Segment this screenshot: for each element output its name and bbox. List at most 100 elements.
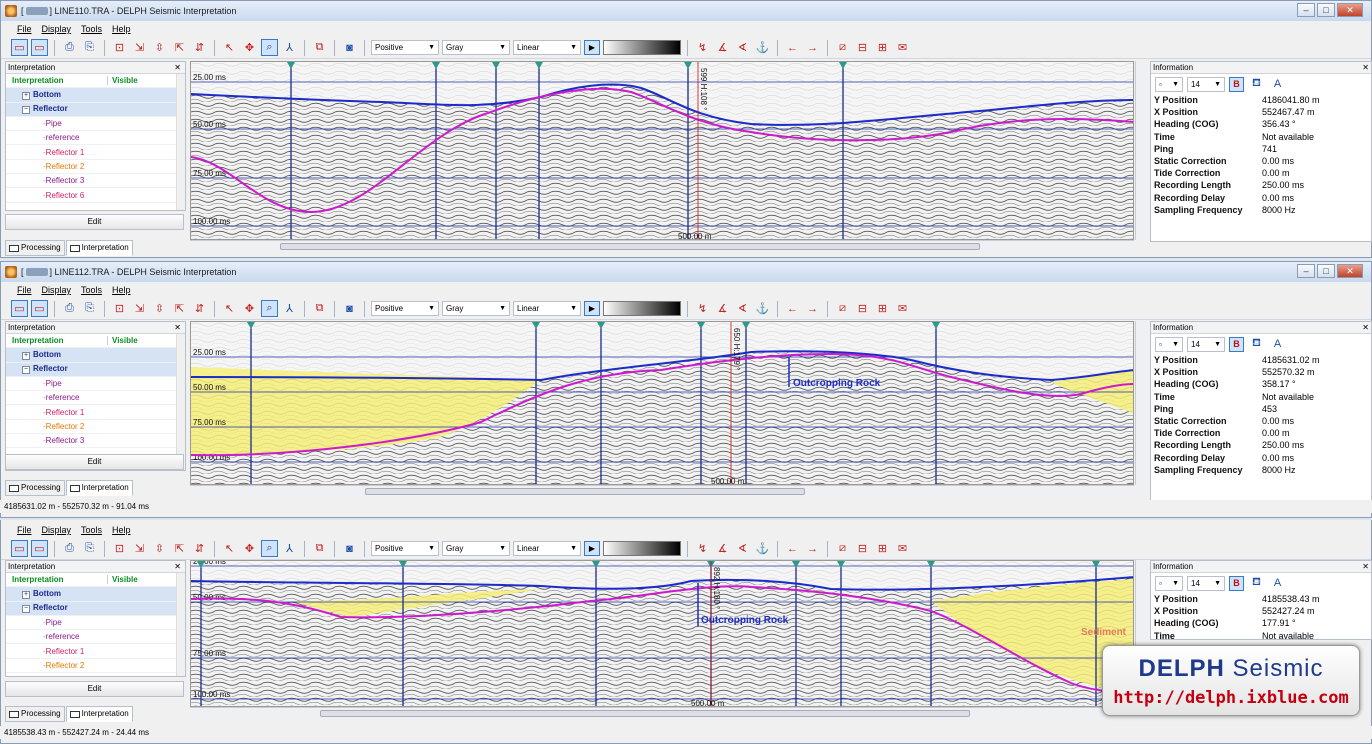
close-icon[interactable]: ✕ bbox=[1362, 323, 1369, 332]
tree-scrollbar[interactable] bbox=[176, 74, 185, 210]
zoom-icon[interactable]: ⌕ bbox=[261, 300, 278, 317]
invert-palette-icon[interactable]: ▶ bbox=[584, 40, 600, 55]
print-icon[interactable]: ⎙ bbox=[65, 302, 74, 314]
style-select[interactable]: ▫ ▼ bbox=[1155, 336, 1183, 352]
tab-processing[interactable]: Processing bbox=[5, 240, 65, 256]
split-icon[interactable]: ⧉ bbox=[315, 542, 324, 554]
menu-display[interactable]: Display bbox=[41, 525, 72, 535]
ruler-icon[interactable]: ⊟ bbox=[857, 303, 868, 315]
delete-horizon-icon[interactable]: ∢ bbox=[737, 543, 748, 555]
maximize-button[interactable]: □ bbox=[1317, 3, 1335, 17]
invert-palette-icon[interactable]: ▶ bbox=[584, 301, 600, 316]
palette-select[interactable]: Gray ▼ bbox=[442, 541, 510, 556]
horizontal-scrollbar[interactable] bbox=[190, 707, 1134, 719]
pointer-icon[interactable]: ↖ bbox=[224, 543, 235, 555]
seismic-profile[interactable]: 25.00 ms 50.00 ms 75.00 ms 100.00 ms 650 H:1… bbox=[190, 321, 1134, 485]
print-icon[interactable]: ⎙ bbox=[65, 41, 74, 53]
fix-marker-icon[interactable] bbox=[839, 62, 847, 69]
fix-marker-icon[interactable] bbox=[492, 62, 500, 69]
pointer-icon[interactable]: ↖ bbox=[224, 303, 235, 315]
edit-button[interactable]: Edit bbox=[5, 214, 184, 230]
zoom-fit-icon[interactable]: ⊡ bbox=[114, 543, 125, 555]
tree-item[interactable]: − Reflector bbox=[6, 102, 185, 117]
view-single-icon[interactable]: ▭ bbox=[11, 540, 28, 557]
camera-icon[interactable]: ◙ bbox=[346, 41, 353, 54]
fix-marker-icon[interactable] bbox=[287, 62, 295, 69]
annotation-outcropping-rock[interactable]: Outcropping Rock bbox=[793, 378, 881, 389]
tree-item[interactable]: − Reflector bbox=[6, 601, 185, 616]
expand-icon[interactable]: + bbox=[22, 351, 30, 360]
scale-select[interactable]: Linear ▼ bbox=[513, 40, 581, 55]
tree-item[interactable]: -Reflector 3 bbox=[6, 174, 185, 189]
seabed-horizon[interactable] bbox=[191, 83, 1134, 126]
fix-marker-icon[interactable] bbox=[197, 561, 205, 568]
reflector-horizon[interactable] bbox=[191, 585, 1134, 694]
gain-gradient[interactable] bbox=[603, 541, 681, 556]
scale-select[interactable]: Linear ▼ bbox=[513, 541, 581, 556]
envelope-icon[interactable]: ✉ bbox=[897, 303, 908, 315]
pan-icon[interactable]: ✥ bbox=[244, 543, 255, 555]
fix-marker-icon[interactable] bbox=[399, 561, 407, 568]
tree-item[interactable]: -Reflector 1 bbox=[6, 145, 185, 160]
fill-color-icon[interactable]: ⛾ bbox=[1252, 77, 1261, 89]
scrollbar-thumb[interactable] bbox=[280, 243, 980, 250]
camera-icon[interactable]: ◙ bbox=[346, 302, 353, 315]
seismic-profile[interactable]: 25.00 ms 50.00 ms 75.00 ms 100.00 ms 599 H:1… bbox=[190, 61, 1134, 240]
gain-gradient[interactable] bbox=[603, 40, 681, 55]
delete-horizon-icon[interactable]: ∢ bbox=[737, 303, 748, 315]
seabed-horizon[interactable] bbox=[191, 576, 1134, 591]
print-icon[interactable]: ⎙ bbox=[65, 542, 74, 554]
close-icon[interactable]: ✕ bbox=[174, 562, 181, 571]
ruler-icon[interactable]: ⊟ bbox=[857, 543, 868, 555]
draw-horizon-icon[interactable]: ↯ bbox=[697, 42, 708, 54]
invert-palette-icon[interactable]: ▶ bbox=[584, 541, 600, 556]
measure-icon[interactable]: ⅄ bbox=[286, 42, 293, 54]
tree-item[interactable]: -Reflector 2 bbox=[6, 659, 185, 674]
tree-item[interactable]: -Reflector 2 bbox=[6, 160, 185, 175]
collapse-icon[interactable]: − bbox=[22, 106, 30, 115]
zoom-h-icon[interactable]: ⇲ bbox=[134, 42, 145, 54]
menu-help[interactable]: Help bbox=[112, 24, 131, 34]
tree-item[interactable]: -Reflector 3 bbox=[6, 434, 185, 449]
tree-item[interactable]: -Reflector 1 bbox=[6, 405, 185, 420]
close-button[interactable]: ✕ bbox=[1337, 264, 1363, 278]
zoom-v-icon[interactable]: ⇳ bbox=[154, 543, 165, 555]
view-single-icon[interactable]: ▭ bbox=[11, 39, 28, 56]
expand-icon[interactable]: + bbox=[22, 590, 30, 599]
scrollbar-thumb[interactable] bbox=[365, 488, 805, 495]
tree-item[interactable]: -reference bbox=[6, 131, 185, 146]
measure-icon[interactable]: ⅄ bbox=[286, 303, 293, 315]
fix-marker-icon[interactable] bbox=[247, 322, 255, 329]
edit-horizon-icon[interactable]: ∡ bbox=[717, 543, 728, 555]
arrow-right-icon[interactable]: → bbox=[807, 542, 818, 555]
delete-horizon-icon[interactable]: ∢ bbox=[737, 42, 748, 54]
menu-file[interactable]: File bbox=[17, 24, 32, 34]
grid-icon[interactable]: ⊞ bbox=[877, 543, 888, 555]
maximize-button[interactable]: □ bbox=[1317, 264, 1335, 278]
vertical-scrollbar[interactable] bbox=[1135, 61, 1147, 240]
arrow-left-icon[interactable]: ← bbox=[787, 302, 798, 315]
annotation-outcropping-rock[interactable]: Outcropping Rock bbox=[701, 615, 789, 626]
tree-item[interactable]: -reference bbox=[6, 391, 185, 406]
zoom-reset-icon[interactable]: ⇵ bbox=[194, 42, 205, 54]
menu-tools[interactable]: Tools bbox=[81, 525, 103, 535]
zoom-fit-icon[interactable]: ⊡ bbox=[114, 42, 125, 54]
annotation-sediment[interactable]: Sediment bbox=[1081, 627, 1127, 638]
edit-horizon-icon[interactable]: ∡ bbox=[717, 42, 728, 54]
camera-icon[interactable]: ◙ bbox=[346, 542, 353, 555]
minimize-button[interactable]: ‒ bbox=[1297, 264, 1315, 278]
close-button[interactable]: ✕ bbox=[1337, 3, 1363, 17]
collapse-icon[interactable]: − bbox=[22, 366, 30, 375]
arrow-left-icon[interactable]: ← bbox=[787, 41, 798, 54]
tree-scrollbar[interactable] bbox=[176, 573, 185, 676]
view-dual-icon[interactable]: ▭ bbox=[31, 300, 48, 317]
arrow-left-icon[interactable]: ← bbox=[787, 542, 798, 555]
reflector-horizon[interactable] bbox=[191, 352, 1134, 457]
grid-icon[interactable]: ⊞ bbox=[877, 303, 888, 315]
tab-processing[interactable]: Processing bbox=[5, 706, 65, 722]
reflector-horizon[interactable] bbox=[191, 87, 1134, 214]
split-icon[interactable]: ⧉ bbox=[315, 41, 324, 53]
palette-select[interactable]: Gray ▼ bbox=[442, 301, 510, 316]
pan-icon[interactable]: ✥ bbox=[244, 42, 255, 54]
tab-processing[interactable]: Processing bbox=[5, 480, 65, 496]
